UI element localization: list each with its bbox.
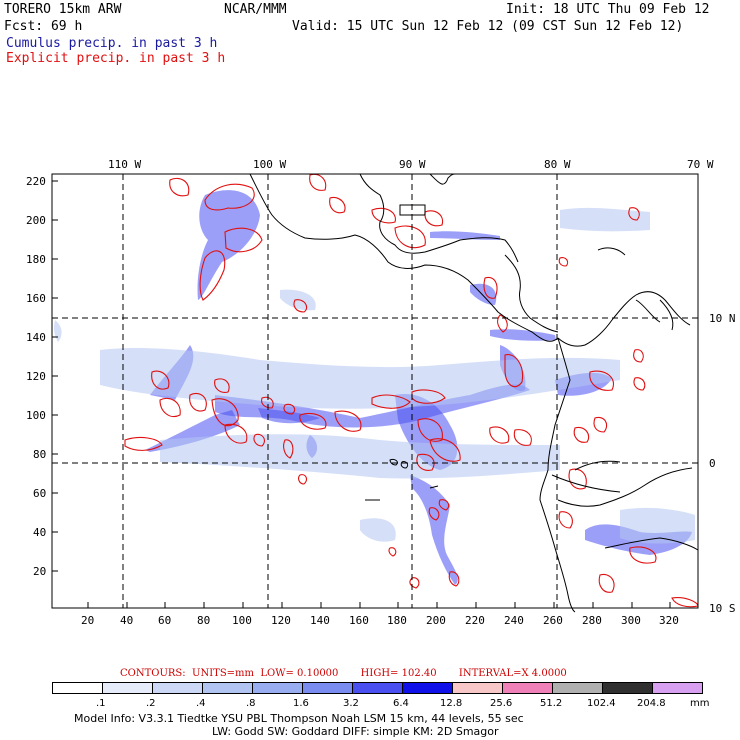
y-tick-label: 80 <box>33 448 47 461</box>
colorbar-swatch <box>52 682 103 694</box>
cumulus-legend: Cumulus precip. in past 3 h <box>6 36 218 51</box>
y-tick-label: 140 <box>26 331 46 344</box>
x-axis-ticks <box>87 602 671 608</box>
colorbar-swatch <box>602 682 653 694</box>
lon-label-80w: 80 W <box>544 158 571 171</box>
contours-high: HIGH= 102.40 <box>360 668 437 679</box>
explicit-legend: Explicit precip. in past 3 h <box>6 51 226 66</box>
contours-info: CONTOURS: UNITS=mm LOW= 0.10000 HIGH= 10… <box>120 668 567 679</box>
colorbar-swatch <box>202 682 253 694</box>
coastlines <box>249 173 699 613</box>
colorbar-label: 25.6 <box>490 698 513 709</box>
x-tick-label: 300 <box>621 614 641 627</box>
contours-label: CONTOURS: <box>120 668 186 679</box>
x-tick-label: 320 <box>659 614 679 627</box>
colorbar-swatch <box>302 682 353 694</box>
forecast-hour: Fcst: 69 h <box>4 19 83 34</box>
x-tick-label: 100 <box>232 614 252 627</box>
y-tick-label: 180 <box>26 253 46 266</box>
lon-label-100w: 100 W <box>253 158 287 171</box>
colorbar-swatch <box>152 682 203 694</box>
y-tick-label: 200 <box>26 214 46 227</box>
colorbar-swatch <box>102 682 153 694</box>
model-title: TORERO 15km ARW <box>4 2 122 17</box>
organization-label: NCAR/MMM <box>224 2 287 17</box>
colorbar-label: .2 <box>146 698 156 709</box>
colorbar-swatch <box>452 682 503 694</box>
colorbar-swatch <box>552 682 603 694</box>
y-tick-label: 220 <box>26 175 46 188</box>
init-time: Init: 18 UTC Thu 09 Feb 12 <box>506 2 710 17</box>
lat-label-10s: 10 S <box>709 602 736 615</box>
lon-label-90w: 90 W <box>399 158 426 171</box>
x-tick-label: 20 <box>81 614 95 627</box>
y-axis-ticks <box>52 180 58 572</box>
model-info: Model Info: V3.3.1 Tiedtke YSU PBL Thomp… <box>74 712 524 725</box>
x-tick-label: 140 <box>310 614 330 627</box>
explicit-precip-contours <box>124 173 699 608</box>
x-tick-label: 180 <box>387 614 407 627</box>
colorbar-swatch <box>652 682 703 694</box>
x-tick-label: 200 <box>426 614 446 627</box>
colorbar-label: 1.6 <box>293 698 309 709</box>
y-tick-label: 40 <box>33 526 47 539</box>
colorbar-label: .4 <box>196 698 206 709</box>
colorbar-label: 3.2 <box>343 698 359 709</box>
contours-units: UNITS=mm <box>192 668 255 679</box>
cumulus-precip-light <box>54 207 695 544</box>
colorbar-label: 6.4 <box>393 698 409 709</box>
x-tick-label: 220 <box>465 614 485 627</box>
colorbar-label: 51.2 <box>540 698 563 709</box>
colorbar-label: 12.8 <box>440 698 463 709</box>
colorbar-swatch <box>252 682 303 694</box>
map-frame <box>51 173 699 609</box>
colorbar-label: .1 <box>96 698 106 709</box>
lat-lon-grid <box>52 174 698 608</box>
y-tick-label: 160 <box>26 292 46 305</box>
contours-interval: INTERVAL=X 4.0000 <box>458 668 567 679</box>
x-tick-label: 280 <box>582 614 602 627</box>
lon-label-110w: 110 W <box>108 158 142 171</box>
x-tick-label: 40 <box>120 614 134 627</box>
colorbar-swatch <box>352 682 403 694</box>
lat-label-0: 0 <box>709 457 716 470</box>
colorbar-swatch <box>402 682 453 694</box>
y-tick-label: 100 <box>26 409 46 422</box>
x-tick-label: 60 <box>158 614 172 627</box>
y-tick-label: 60 <box>33 487 47 500</box>
y-tick-label: 20 <box>33 565 47 578</box>
x-tick-label: 160 <box>349 614 369 627</box>
colorbar-label: 102.4 <box>587 698 616 709</box>
y-tick-label: 120 <box>26 370 46 383</box>
lon-label-70w: 70 W <box>687 158 714 171</box>
colorbar-swatch <box>502 682 553 694</box>
x-tick-label: 80 <box>197 614 211 627</box>
x-tick-label: 240 <box>504 614 524 627</box>
x-tick-label: 260 <box>543 614 563 627</box>
colorbar-unit: mm <box>690 698 710 709</box>
x-tick-label: 120 <box>271 614 291 627</box>
lat-label-10n: 10 N <box>709 312 736 325</box>
valid-time: Valid: 15 UTC Sun 12 Feb 12 (09 CST Sun … <box>292 19 684 34</box>
physics-info: LW: Godd SW: Goddard DIFF: simple KM: 2D… <box>212 725 499 738</box>
contours-low: LOW= 0.10000 <box>260 668 339 679</box>
colorbar-label: 204.8 <box>637 698 666 709</box>
colorbar-label: .8 <box>246 698 256 709</box>
